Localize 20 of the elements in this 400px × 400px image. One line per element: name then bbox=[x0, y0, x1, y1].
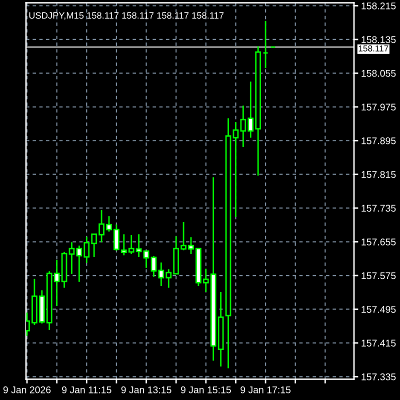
text: USDJPY,M15 158.117 158.117 158.117 158.117 bbox=[29, 12, 224, 20]
y-tick-label: 158.215 bbox=[362, 2, 396, 10]
y-tick-label: 157.895 bbox=[362, 137, 396, 144]
y-tick-label: 157.815 bbox=[362, 171, 396, 178]
x-tick-label: 9 Jan 11:15 bbox=[62, 386, 112, 394]
y-tick-label: 157.975 bbox=[362, 104, 396, 111]
y-tick-label: 158.135 bbox=[362, 36, 396, 44]
ref-line-label: 158.117 bbox=[358, 45, 388, 52]
y-tick-label: 158.055 bbox=[362, 70, 396, 77]
y-tick-label: 157.655 bbox=[362, 238, 396, 246]
y-tick-label: 157.495 bbox=[362, 306, 396, 313]
y-tick-label: 157.335 bbox=[362, 373, 396, 380]
x-tick-label: 9 Jan 17:15 bbox=[240, 386, 291, 394]
y-tick-label: 157.735 bbox=[362, 204, 396, 212]
x-tick-label: 9 Jan 13:15 bbox=[121, 386, 172, 394]
x-tick-label: 9 Jan 2026 bbox=[3, 386, 51, 394]
y-tick-label: 157.575 bbox=[362, 272, 396, 280]
y-tick-label: 157.415 bbox=[362, 340, 396, 347]
candlestick bbox=[143, 250, 150, 269]
x-tick-label: 9 Jan 15:15 bbox=[180, 386, 231, 394]
